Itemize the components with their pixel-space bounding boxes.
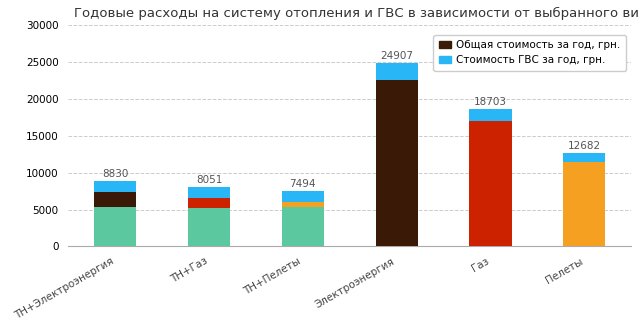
Bar (188, 198, 230, 208)
Bar (94, 207, 137, 246)
Bar (376, 80, 418, 246)
Bar (563, 153, 605, 162)
Text: 8051: 8051 (196, 175, 222, 185)
Legend: Общая стоимость за год, грн., Стоимость ГВС за год, грн.: Общая стоимость за год, грн., Стоимость … (433, 35, 626, 71)
Text: 7494: 7494 (290, 179, 316, 189)
Bar (94, 192, 137, 207)
Text: 18703: 18703 (474, 97, 507, 107)
Bar (563, 162, 605, 246)
Bar (188, 187, 230, 198)
Text: 24907: 24907 (380, 51, 413, 61)
Bar (188, 208, 230, 246)
Text: 8830: 8830 (102, 170, 128, 179)
Text: 12682: 12682 (568, 141, 601, 151)
Bar (94, 181, 137, 192)
Bar (282, 207, 324, 246)
Bar (470, 109, 512, 121)
Text: Годовые расходы на систему отопления и ГВС в зависимости от выбранного вида топл: Годовые расходы на систему отопления и Г… (74, 7, 638, 20)
Bar (376, 63, 418, 80)
Bar (282, 191, 324, 202)
Bar (282, 202, 324, 207)
Bar (470, 121, 512, 246)
